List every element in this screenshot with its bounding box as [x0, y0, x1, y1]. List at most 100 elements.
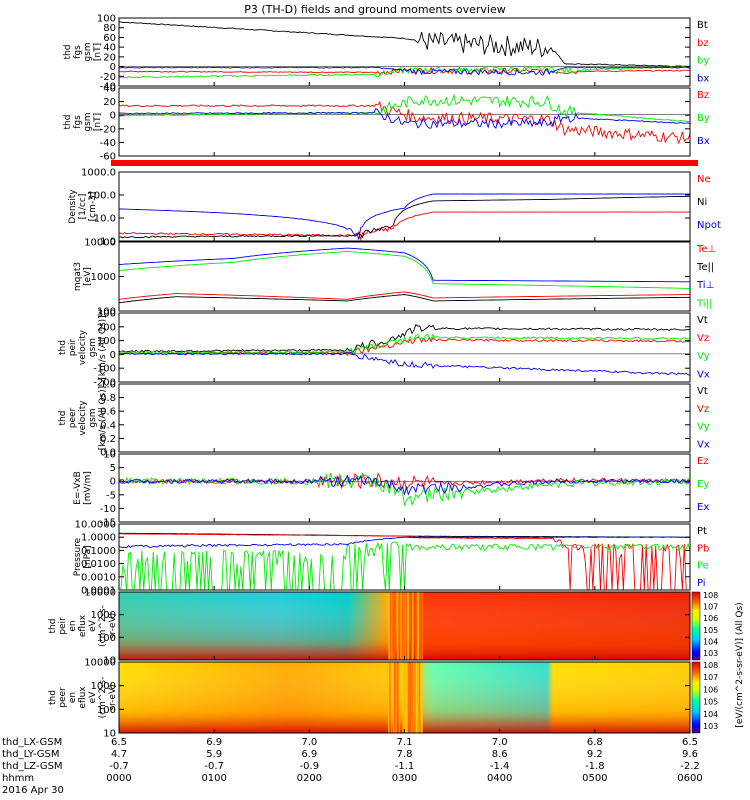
spectrogram-streak [420, 662, 423, 733]
legend-Vx: Vx [697, 369, 710, 380]
y-tick-label: 0.2 [100, 434, 116, 445]
y-axis-label: [nT] [93, 113, 103, 131]
y-axis-label: Pressure [73, 537, 83, 576]
panel-frame [118, 383, 691, 453]
y-tick-label: 1.0000 [81, 533, 116, 544]
legend-Vy: Vy [697, 351, 710, 362]
colorbar-tick-label: 104 [703, 637, 718, 646]
y-tick-label: 60 [103, 33, 116, 44]
y-tick-label: 10.0000 [75, 520, 116, 531]
ephemeris-value: -0.7 [204, 761, 224, 772]
plot-date: 2016 Apr 30 [2, 785, 64, 796]
series-line-By [118, 93, 691, 123]
y-tick-label: -40 [100, 138, 116, 149]
spectrogram-streak [421, 662, 423, 733]
y-tick-label: 100.0 [87, 191, 116, 202]
y-axis-label: eflux [78, 614, 88, 637]
y-tick-label: -60 [100, 152, 116, 163]
y-tick-label: 300 [97, 309, 116, 320]
colorbar-tick-label: 107 [703, 673, 718, 682]
legend-Te||: Te|| [696, 262, 714, 273]
series-line-Bx [118, 107, 691, 129]
y-axis-label: sr-eV) [108, 684, 118, 710]
series-line-Pb [118, 533, 690, 591]
y-tick-label: 100 [97, 633, 116, 644]
panels-group: thd fgs gsm [nT]100806040200-20-40Btbzbybxt… [48, 14, 721, 740]
y-axis-label: [eV] [83, 267, 93, 286]
ephemeris-value: -1.4 [490, 761, 510, 772]
spectrogram-streak [391, 592, 393, 660]
panel-4: mqat3 [eV] 10000 1000 100 Te⊥ Te|| Ti⊥ Ti|| [73, 238, 716, 318]
spectrogram-streak [416, 662, 418, 733]
spectrogram-streak [420, 592, 423, 660]
colorbar-2 [691, 661, 701, 734]
series-line-Ex [118, 474, 691, 496]
y-tick-label: 10000 [84, 238, 116, 249]
spectrogram-streak [405, 592, 407, 660]
series-line-Bt [119, 21, 691, 68]
y-axis-label: en [68, 620, 78, 631]
colorbar-tick-label: 106 [703, 614, 718, 623]
panel-frame [118, 241, 691, 312]
y-axis-label: velocity [78, 400, 88, 436]
legend-Bt: Bt [697, 20, 708, 31]
ephemeris-value: -1.8 [585, 761, 605, 772]
spectrogram-streak [412, 592, 414, 660]
y-tick-label: 0.8 [100, 393, 116, 404]
y-tick-label: 0.4 [100, 420, 116, 431]
y-tick-label: 5 [110, 463, 116, 474]
spectrogram-streak [406, 662, 409, 733]
ephemeris-value: 7.0 [301, 737, 317, 748]
legend-Vx: Vx [697, 440, 710, 451]
series-line-Ti|| [118, 251, 691, 289]
legend-Pi: Pi [697, 578, 706, 589]
y-axis-label: fgs [73, 115, 83, 129]
y-tick-label: 1.0 [100, 237, 116, 248]
y-tick-label: -200 [93, 378, 116, 389]
y-axis-label: (cm^2-s- [98, 677, 108, 719]
series-line-Ni [118, 195, 690, 239]
time-tick-label: 0400 [487, 773, 512, 784]
y-axis-label: sr-eV) [108, 613, 118, 639]
time-tick-label: 0200 [297, 773, 322, 784]
time-tick-label: 0100 [201, 773, 226, 784]
y-tick-label: 0.1000 [81, 546, 116, 557]
colorbar-tick-label: 108 [703, 591, 718, 600]
series-line-Vt [118, 323, 691, 353]
spectrogram-streak [415, 592, 417, 660]
y-axis-label: gsm [83, 42, 93, 61]
y-axis-label: [km/s (All Qs)] [98, 386, 108, 450]
colorbar-group: 108 107 106 105 104 103 108 107 106 105 104 103 [eV/… [691, 591, 745, 734]
spectrogram-streak [417, 592, 420, 660]
y-tick-label: 0.6 [100, 407, 116, 418]
legend-Pe: Pe [697, 561, 709, 572]
y-axis-label: E=-VxB [73, 471, 83, 505]
spectrogram-streak [421, 592, 423, 660]
y-tick-label: 20 [103, 97, 116, 108]
ephemeris-value: 5.9 [206, 749, 222, 760]
panel-frame [118, 312, 691, 383]
ephemeris-value: -0.9 [300, 761, 320, 772]
y-axis-label: [km/s (All Qs)] [98, 315, 108, 379]
y-axis-label: thd [58, 411, 68, 426]
panel-10: thd peer en eflux eV (cm^2-s-sr-eV) 10000 1000 1… [48, 658, 691, 740]
legend-Vy: Vy [697, 422, 710, 433]
ephemeris-value: 7.1 [397, 737, 413, 748]
legend-Pt: Pt [697, 526, 707, 537]
spectrogram-streak [411, 662, 414, 733]
y-axis-label: eV [88, 619, 98, 632]
ephemeris-value: 8.6 [492, 749, 508, 760]
spectrogram-streak [389, 662, 391, 733]
y-tick-label: 100 [97, 705, 116, 716]
colorbar-tick-label: 107 [703, 603, 718, 612]
time-tick-label: 0500 [582, 773, 607, 784]
ephemeris-value: 6.5 [682, 737, 698, 748]
series-line-Vz [118, 336, 691, 356]
legend-Pb: Pb [697, 543, 709, 554]
y-axis-label: thd [63, 45, 73, 60]
spectrogram-streak [389, 592, 391, 660]
ephemeris-value: -1.1 [395, 761, 415, 772]
plot-title: P3 (TH-D) fields and ground moments over… [244, 3, 506, 16]
spectrogram-streak [401, 662, 404, 733]
